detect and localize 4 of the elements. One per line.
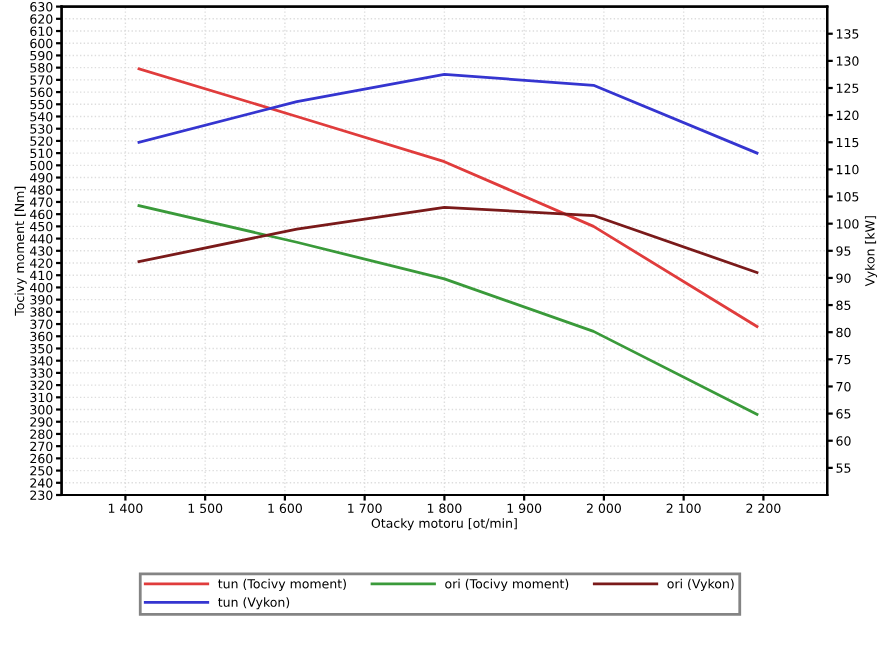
line-series [137,73,759,155]
line-series [137,206,759,274]
line-series [137,67,759,328]
line-series [137,204,759,416]
